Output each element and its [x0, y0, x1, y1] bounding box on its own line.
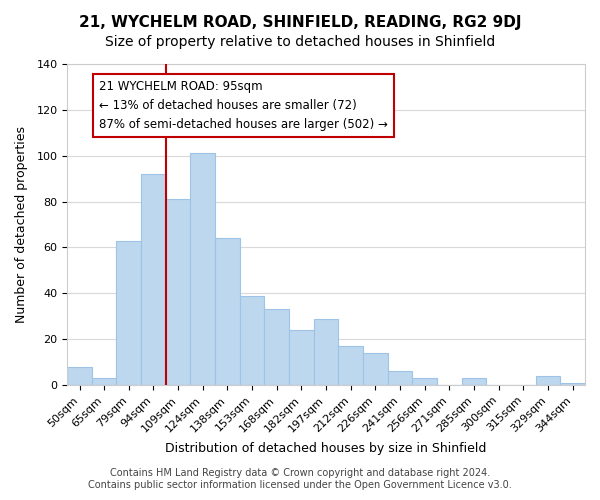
Bar — [560, 383, 585, 385]
Bar — [462, 378, 487, 385]
Bar — [388, 372, 412, 385]
Text: 21 WYCHELM ROAD: 95sqm
← 13% of detached houses are smaller (72)
87% of semi-det: 21 WYCHELM ROAD: 95sqm ← 13% of detached… — [99, 80, 388, 131]
Bar — [240, 296, 265, 385]
Bar — [338, 346, 363, 385]
Text: Contains HM Land Registry data © Crown copyright and database right 2024.
Contai: Contains HM Land Registry data © Crown c… — [88, 468, 512, 490]
X-axis label: Distribution of detached houses by size in Shinfield: Distribution of detached houses by size … — [166, 442, 487, 455]
Bar — [412, 378, 437, 385]
Y-axis label: Number of detached properties: Number of detached properties — [15, 126, 28, 323]
Bar — [363, 353, 388, 385]
Bar — [116, 240, 141, 385]
Bar — [536, 376, 560, 385]
Bar — [92, 378, 116, 385]
Text: 21, WYCHELM ROAD, SHINFIELD, READING, RG2 9DJ: 21, WYCHELM ROAD, SHINFIELD, READING, RG… — [79, 15, 521, 30]
Bar — [141, 174, 166, 385]
Text: Size of property relative to detached houses in Shinfield: Size of property relative to detached ho… — [105, 35, 495, 49]
Bar — [289, 330, 314, 385]
Bar — [67, 366, 92, 385]
Bar — [190, 154, 215, 385]
Bar — [215, 238, 240, 385]
Bar — [166, 200, 190, 385]
Bar — [314, 318, 338, 385]
Bar — [265, 310, 289, 385]
